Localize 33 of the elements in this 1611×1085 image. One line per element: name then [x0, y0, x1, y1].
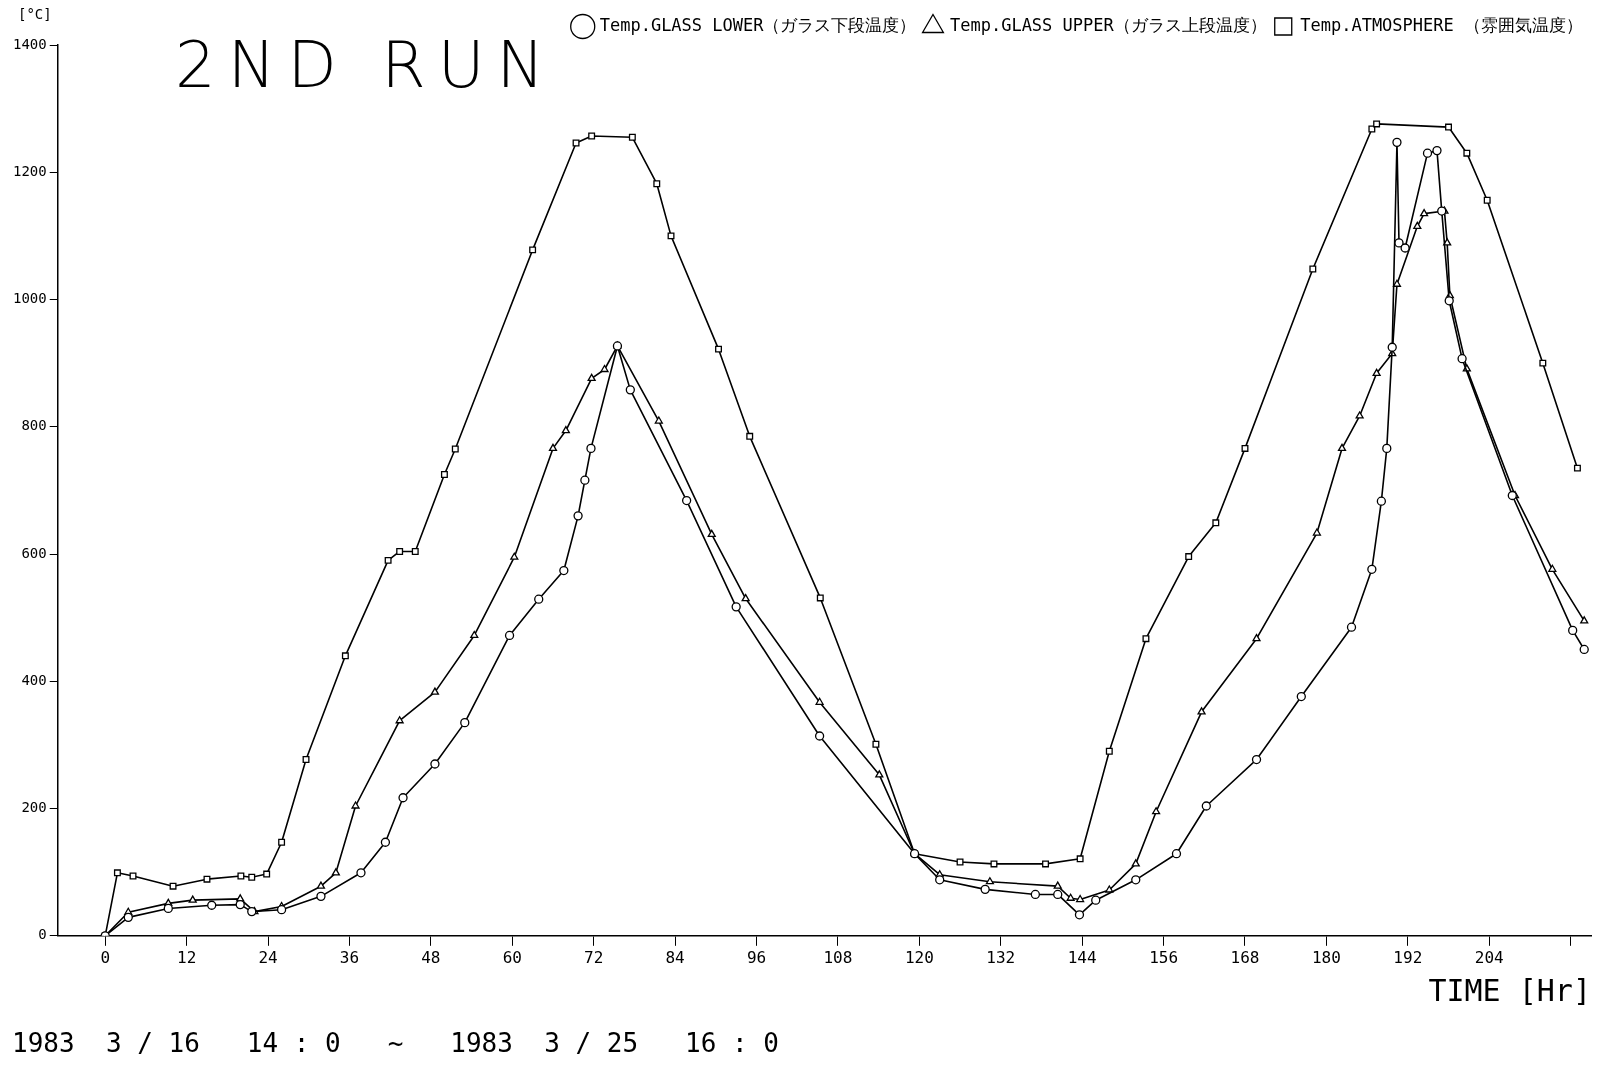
x-tick-label: 60 [502, 947, 522, 967]
legend-label: Temp.GLASS LOWER（ガラス下段温度） [599, 14, 917, 35]
legend-label: Temp.GLASS UPPER（ガラス上段温度） [949, 14, 1267, 35]
x-tick-label: 192 [1393, 947, 1423, 967]
y-tick-label: 200 [21, 799, 47, 816]
x-tick-label: 36 [339, 947, 360, 967]
y-tick-label: 1200 [13, 162, 47, 179]
x-tick-label: 0 [100, 947, 111, 967]
y-tick-label: 800 [21, 417, 47, 434]
x-tick-label: 132 [986, 947, 1016, 967]
y-tick-label: 400 [21, 671, 47, 688]
legend-label: Temp.ATMOSPHERE （雰囲気温度） [1300, 14, 1584, 35]
x-tick-label: 108 [823, 947, 853, 967]
chart-title: 2ND RUN [175, 28, 557, 102]
x-tick-label: 168 [1230, 947, 1260, 967]
y-tick-label: 1000 [13, 290, 47, 307]
x-tick-label: 84 [665, 947, 685, 967]
y-tick-label: 600 [21, 544, 47, 561]
x-tick-label: 24 [258, 947, 278, 967]
x-tick-label: 156 [1149, 947, 1179, 967]
x-tick-label: 144 [1067, 947, 1097, 967]
x-tick-label: 204 [1474, 947, 1504, 967]
x-tick-label: 96 [746, 947, 767, 967]
x-tick-label: 180 [1311, 947, 1341, 967]
x-tick-label: 48 [421, 947, 441, 967]
x-axis-title: TIME [Hr] [1428, 972, 1591, 1008]
x-tick-label: 72 [584, 947, 604, 967]
y-tick-label: 1400 [13, 35, 47, 52]
x-tick-label: 12 [176, 947, 197, 967]
y-axis-title: [°C] [18, 6, 52, 22]
text: 1983 3 / 16 14 : 0 ~ 1983 3 / 25 16 : 0 [12, 1028, 780, 1058]
y-tick-label: 0 [38, 926, 47, 943]
x-tick-label: 120 [904, 947, 934, 967]
